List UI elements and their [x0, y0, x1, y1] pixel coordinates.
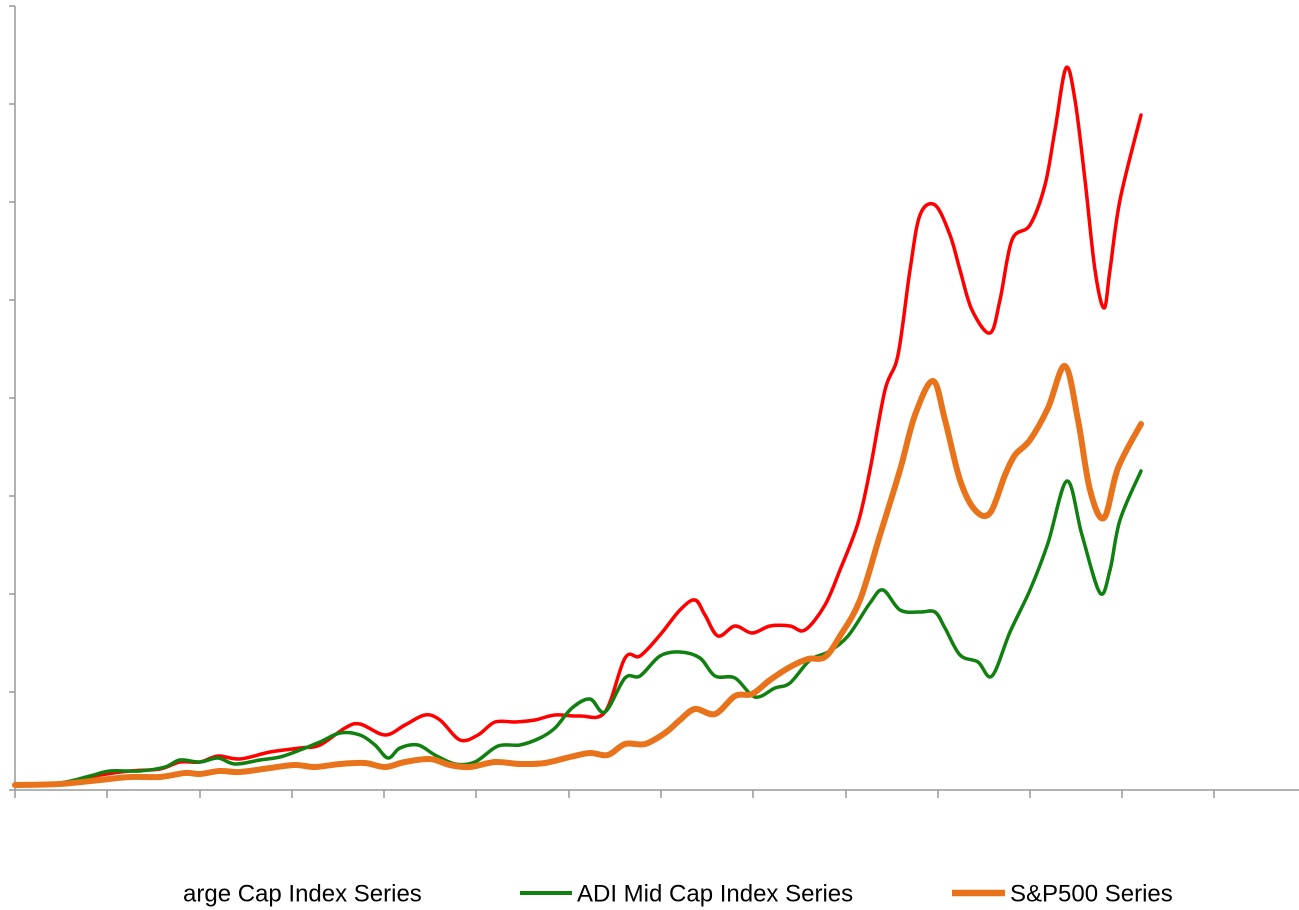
series-line: [12, 362, 1144, 788]
series-line: [13, 65, 1143, 787]
series-line: [13, 469, 1143, 787]
legend-label: arge Cap Index Series: [183, 880, 422, 907]
legend-label: ADI Mid Cap Index Series: [577, 880, 853, 907]
legend-label: S&P500 Series: [1010, 880, 1173, 907]
